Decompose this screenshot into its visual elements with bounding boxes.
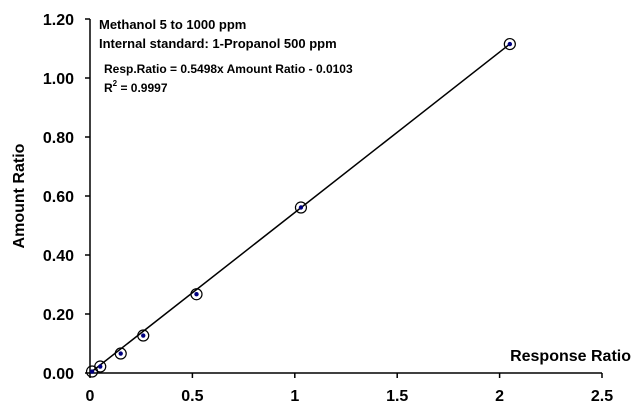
x-tick-label: 1 <box>290 388 299 405</box>
data-point-ring <box>190 288 203 301</box>
data-point <box>137 329 150 342</box>
y-axis-title: Amount Ratio <box>11 143 28 248</box>
regression-equation: Resp.Ratio = 0.5498x Amount Ratio - 0.01… <box>104 62 353 76</box>
data-points <box>85 37 516 378</box>
data-point-dot <box>98 364 103 369</box>
annotation-line1: Methanol 5 to 1000 ppm <box>99 17 246 32</box>
data-point <box>94 360 107 373</box>
y-tick-label: 1.20 <box>43 12 74 29</box>
y-tick-label: 0.80 <box>43 130 74 147</box>
x-tick-label: 2 <box>495 388 504 405</box>
y-ticks: 0.00 0.20 0.40 0.60 0.80 1.00 1.20 <box>43 12 90 383</box>
data-point-ring <box>94 360 107 373</box>
data-point-ring <box>114 347 127 360</box>
data-point-dot <box>141 333 146 338</box>
y-tick-label: 0.20 <box>43 307 74 324</box>
data-point-dot <box>298 205 304 210</box>
y-tick-label: 0.00 <box>43 366 74 383</box>
r-squared: R2 = 0.9997 <box>104 79 168 95</box>
data-point-ring <box>294 201 308 214</box>
x-axis-title: Response Ratio <box>510 348 631 365</box>
y-tick-label: 1.00 <box>43 71 74 88</box>
y-tick-label: 0.60 <box>43 189 74 206</box>
data-point <box>85 365 99 378</box>
y-tick-label: 0.40 <box>43 248 74 265</box>
data-point-ring <box>137 329 150 342</box>
data-point <box>114 347 127 360</box>
data-point-ring <box>503 37 516 51</box>
x-tick-label: 2.5 <box>591 388 613 405</box>
data-point-dot <box>89 369 95 374</box>
x-tick-label: 0.5 <box>181 388 203 405</box>
data-point <box>294 201 308 214</box>
data-point-dot <box>118 351 123 356</box>
data-point-dot <box>194 292 199 297</box>
data-point <box>190 288 203 301</box>
annotation-line2: Internal standard: 1-Propanol 500 ppm <box>99 36 337 51</box>
x-tick-label: 0 <box>86 388 95 405</box>
data-point-dot <box>507 41 513 47</box>
x-ticks: 0 0.5 1 1.5 2 2.5 <box>86 373 613 405</box>
data-point <box>503 37 516 51</box>
x-tick-label: 1.5 <box>386 388 408 405</box>
